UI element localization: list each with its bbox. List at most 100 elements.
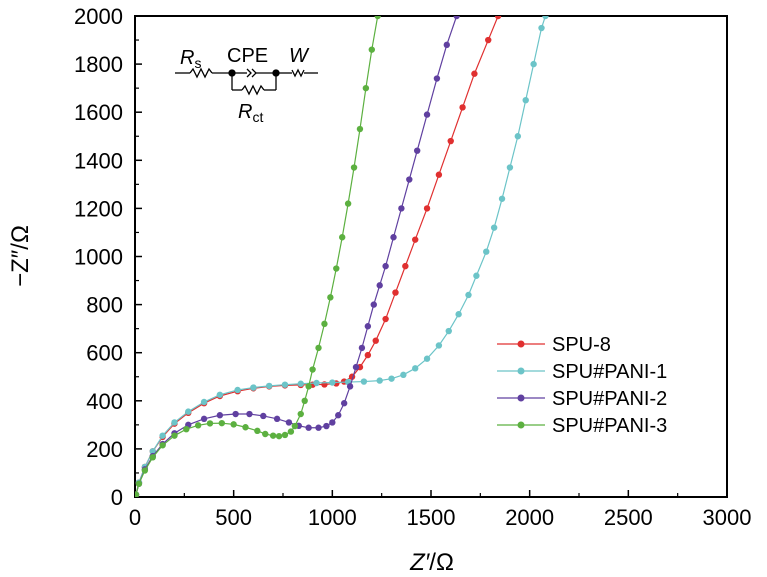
- data-point-spu-pani-2: [340, 400, 348, 407]
- data-point-spu-pani-2: [260, 412, 267, 420]
- y-tick-label: 1200: [74, 196, 123, 221]
- y-tick-label: 0: [111, 485, 123, 510]
- legend-marker-spu-pani-1: [517, 367, 525, 375]
- data-point-spu-pani-3: [315, 344, 322, 352]
- y-tick-label: 600: [86, 341, 123, 366]
- data-point-spu-pani-1: [538, 24, 545, 32]
- label-rct: Rct: [238, 101, 263, 125]
- data-point-spu-pani-1: [522, 96, 529, 104]
- data-point-spu-8: [364, 351, 372, 359]
- data-point-spu-pani-1: [171, 419, 178, 426]
- data-point-spu-pani-3: [297, 410, 304, 418]
- data-point-spu-pani-2: [453, 16, 460, 20]
- data-point-spu-pani-2: [273, 415, 281, 423]
- data-point-spu-pani-3: [149, 454, 156, 461]
- data-point-spu-8: [423, 205, 431, 212]
- data-point-spu-pani-3: [218, 419, 226, 427]
- data-point-spu-pani-1: [250, 384, 257, 391]
- label-rs: Rs: [180, 47, 201, 71]
- data-point-spu-pani-3: [262, 430, 269, 438]
- legend-label-spu-pani-3: SPU#PANI-3: [552, 415, 667, 437]
- x-axis-title-unit: /Ω: [429, 549, 454, 576]
- y-tick-label: 1000: [74, 245, 123, 270]
- data-point-spu-pani-2: [346, 383, 354, 390]
- label-rs-main: R: [180, 47, 194, 69]
- data-point-spu-8: [435, 171, 443, 178]
- series-spu-pani-3: [135, 16, 381, 497]
- legend-label-spu-pani-1: SPU#PANI-1: [552, 361, 667, 383]
- x-tick-label: 3000: [703, 505, 752, 530]
- data-point-spu-pani-1: [490, 224, 498, 231]
- data-point-spu-pani-1: [473, 272, 480, 279]
- label-rct-sub: ct: [252, 109, 263, 125]
- data-point-spu-pani-1: [530, 60, 537, 68]
- data-point-spu-8: [485, 36, 492, 44]
- rs-resistor-icon: [189, 67, 213, 79]
- data-point-spu-pani-3: [230, 421, 237, 428]
- data-point-spu-pani-1: [281, 381, 289, 388]
- data-point-spu-pani-1: [412, 365, 419, 372]
- data-point-spu-8: [372, 337, 379, 344]
- data-point-spu-pani-1: [200, 398, 208, 406]
- data-point-spu-pani-1: [542, 16, 549, 20]
- equivalent-circuit-inset: [175, 67, 318, 96]
- data-point-spu-pani-1: [506, 164, 514, 171]
- series-spu-pani-1: [135, 16, 549, 497]
- data-point-spu-pani-3: [171, 432, 178, 439]
- x-tick-label: 2500: [604, 505, 653, 530]
- data-point-spu-pani-2: [246, 410, 253, 418]
- data-point-spu-8: [412, 236, 419, 243]
- data-point-spu-pani-3: [339, 234, 346, 241]
- data-point-spu-pani-1: [329, 379, 336, 386]
- axis-ticks: [134, 15, 728, 498]
- data-point-spu-pani-3: [141, 467, 149, 474]
- data-point-spu-pani-3: [254, 427, 261, 435]
- data-point-spu-pani-2: [305, 424, 312, 431]
- data-point-spu-pani-3: [362, 84, 370, 92]
- data-point-spu-pani-3: [305, 383, 312, 390]
- legend: SPU-8 SPU#PANI-1 SPU#PANI-2 SPU#PANI-3: [497, 334, 667, 437]
- data-point-spu-pani-1: [149, 448, 156, 455]
- data-point-spu-pani-2: [335, 412, 342, 419]
- y-tick-label: 1400: [74, 148, 123, 173]
- legend-marker-spu-pani-3: [517, 421, 525, 429]
- data-point-spu-pani-2: [323, 422, 330, 430]
- cpe-element-icon-2: [251, 68, 257, 78]
- data-point-spu-pani-3: [344, 200, 352, 207]
- data-point-spu-pani-2: [216, 412, 224, 419]
- data-point-spu-pani-3: [368, 46, 375, 53]
- data-point-spu-pani-1: [313, 379, 320, 387]
- label-rs-sub: s: [194, 55, 201, 71]
- data-point-spu-8: [471, 70, 478, 77]
- x-tick-label: 1000: [308, 505, 357, 530]
- data-point-spu-pani-1: [445, 327, 452, 335]
- data-point-spu-pani-2: [382, 262, 389, 270]
- x-tick-label: 0: [129, 505, 141, 530]
- data-point-spu-pani-3: [301, 397, 308, 404]
- data-point-spu-pani-1: [388, 375, 395, 382]
- legend-marker-spu-pani-2: [517, 394, 525, 402]
- data-point-spu-pani-2: [406, 176, 413, 183]
- data-point-spu-pani-2: [433, 75, 441, 82]
- data-point-spu-pani-2: [200, 415, 208, 423]
- data-point-spu-pani-1: [514, 133, 522, 140]
- label-cpe: CPE: [227, 45, 268, 67]
- data-point-spu-pani-1: [360, 378, 368, 385]
- x-axis-title: Z′/Ω: [409, 549, 454, 576]
- data-point-spu-pani-2: [370, 301, 377, 308]
- y-tick-label: 400: [86, 389, 123, 414]
- data-point-spu-pani-3: [350, 164, 358, 171]
- x-tick-label: 500: [215, 505, 252, 530]
- data-point-spu-pani-2: [398, 205, 405, 212]
- data-point-spu-pani-2: [352, 363, 360, 371]
- data-point-spu-8: [494, 16, 502, 20]
- data-point-spu-pani-1: [465, 291, 472, 299]
- data-point-spu-pani-3: [183, 425, 190, 433]
- data-point-spu-pani-2: [413, 147, 421, 154]
- cpe-element-icon: [246, 68, 252, 78]
- y-axis-title: −Z″/Ω: [7, 225, 34, 287]
- y-tick-label: 200: [86, 437, 123, 462]
- x-tick-label: 2000: [505, 505, 554, 530]
- data-point-spu-pani-1: [265, 382, 273, 390]
